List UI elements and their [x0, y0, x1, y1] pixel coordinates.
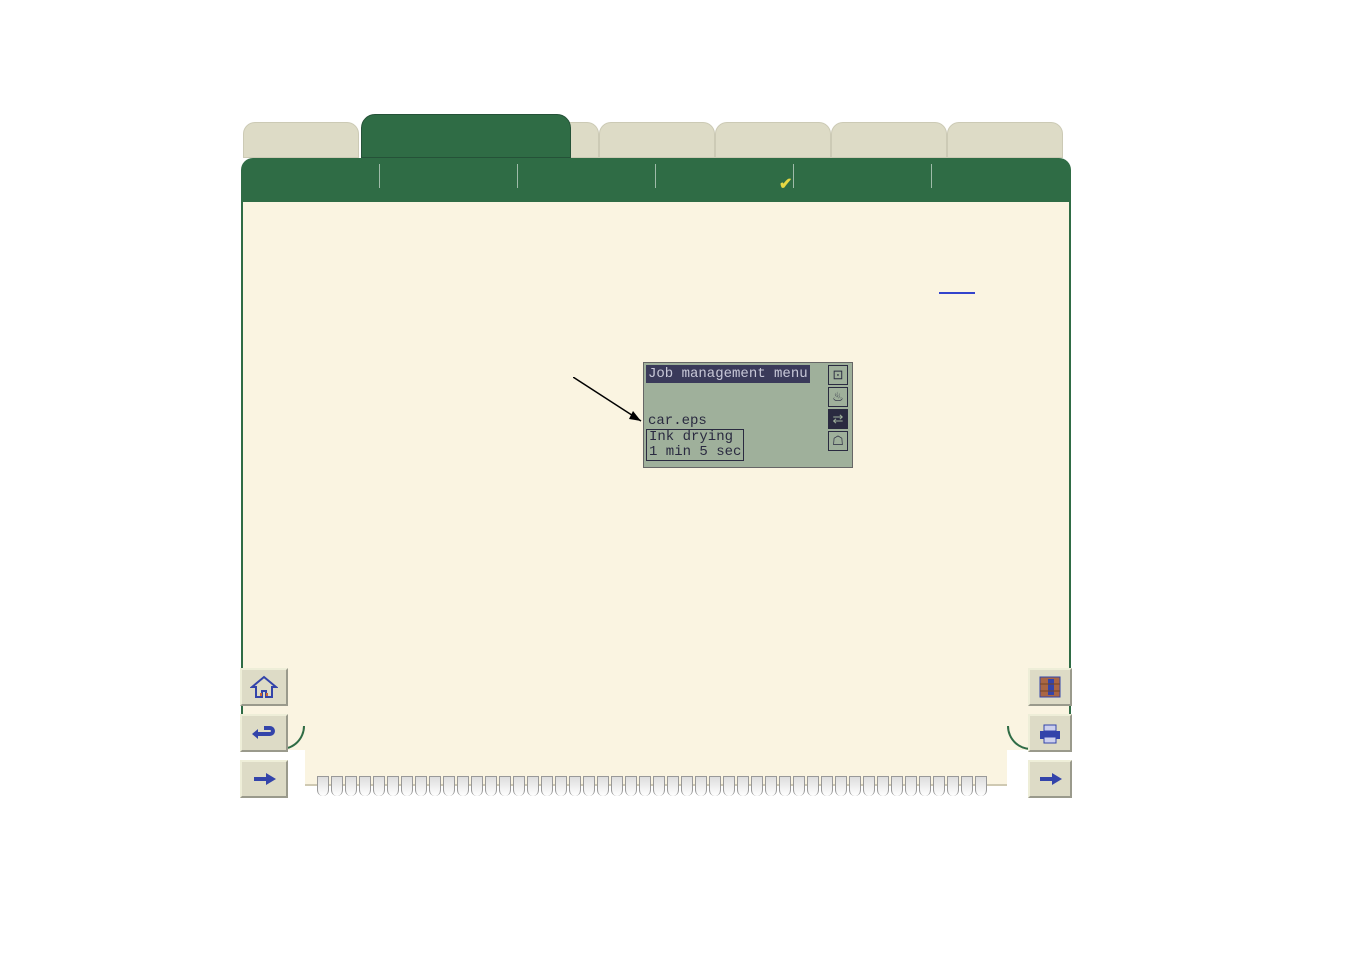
check-icon: ✔ — [779, 174, 792, 194]
print-button[interactable] — [1028, 714, 1072, 752]
lcd-title: Job management menu — [646, 365, 810, 383]
structure-icon[interactable]: ☖ — [828, 431, 848, 451]
home-button[interactable] — [240, 668, 288, 706]
lcd-status-line1: Ink drying — [649, 430, 741, 445]
pointer-right-icon — [1036, 767, 1064, 791]
header-divider — [793, 164, 794, 188]
roll-icon[interactable]: ⊡ — [828, 365, 848, 385]
next-button-left[interactable] — [240, 760, 288, 798]
header-divider — [517, 164, 518, 188]
lcd-display: Job management menu car.eps Ink drying 1… — [643, 362, 853, 468]
droplet-icon[interactable]: ♨ — [828, 387, 848, 407]
header-divider — [931, 164, 932, 188]
lcd-status-line2: 1 min 5 sec — [649, 445, 741, 460]
lcd-status: Ink drying 1 min 5 sec — [646, 429, 744, 461]
arrow-indicator — [573, 377, 648, 427]
page-body: Job management menu car.eps Ink drying 1… — [241, 202, 1071, 750]
back-arrow-icon — [250, 721, 278, 745]
back-button[interactable] — [240, 714, 288, 752]
next-button-right[interactable] — [1028, 760, 1072, 798]
lcd-filename: car.eps — [648, 413, 707, 429]
header-divider — [379, 164, 380, 188]
exit-door-icon — [1036, 675, 1064, 699]
path-icon[interactable]: ⇄ — [828, 409, 848, 429]
pointer-right-icon — [250, 767, 278, 791]
spiral-binding — [317, 774, 997, 796]
folder-container: ✔ Job management menu car.eps Ink drying… — [237, 122, 1075, 798]
header-bar — [241, 158, 1071, 202]
lcd-icon-column: ⊡ ♨ ⇄ ☖ — [828, 365, 850, 451]
home-icon — [250, 675, 278, 699]
printer-icon — [1036, 721, 1064, 745]
header-divider — [655, 164, 656, 188]
link-underline[interactable] — [939, 292, 975, 294]
exit-button[interactable] — [1028, 668, 1072, 706]
